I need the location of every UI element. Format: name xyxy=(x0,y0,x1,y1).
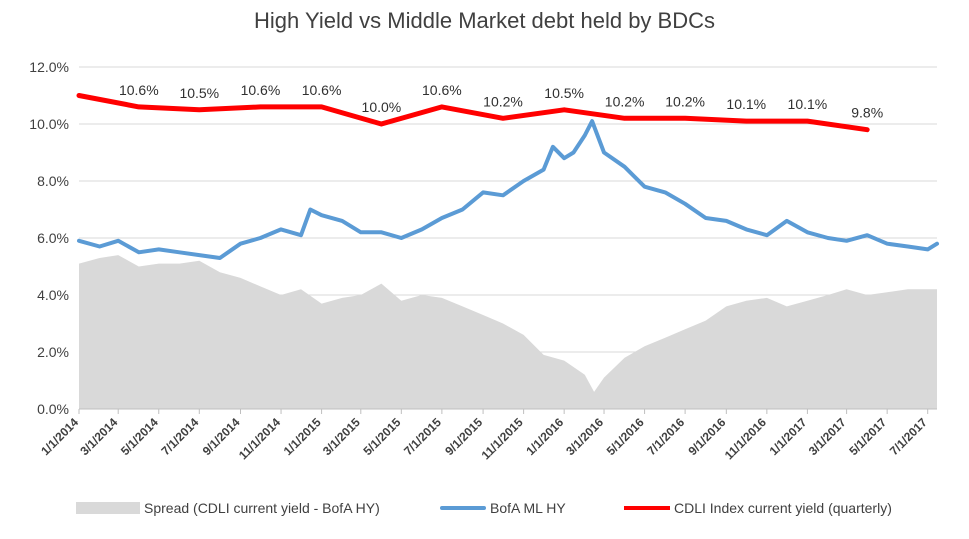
x-tick-label: 1/1/2014 xyxy=(38,415,81,458)
legend-swatch-cdli xyxy=(624,506,670,510)
series-line-layer xyxy=(76,93,939,260)
series-line-bofa xyxy=(77,119,939,260)
x-tick-label: 1/1/2016 xyxy=(523,415,566,458)
cdli-data-label: 10.6% xyxy=(422,82,462,98)
legend-item-bofa: BofA ML HY xyxy=(440,500,566,516)
cdli-data-label: 10.0% xyxy=(362,99,402,115)
spread-area-layer xyxy=(79,255,937,409)
y-tick-label: 6.0% xyxy=(37,230,69,246)
legend-item-spread: Spread (CDLI current yield - BofA HY) xyxy=(76,500,380,516)
chart-legend: Spread (CDLI current yield - BofA HY) Bo… xyxy=(0,500,969,522)
series-area-spread xyxy=(79,255,937,409)
legend-label-bofa: BofA ML HY xyxy=(490,500,566,516)
cdli-data-label: 10.6% xyxy=(302,82,342,98)
x-tick-label: 5/1/2016 xyxy=(604,415,647,458)
legend-swatch-spread xyxy=(76,502,140,514)
x-tick-label: 7/1/2016 xyxy=(644,415,687,458)
x-tick-label: 11/1/2016 xyxy=(722,415,769,462)
cdli-data-label: 9.8% xyxy=(851,105,883,121)
cdli-data-label: 10.2% xyxy=(483,93,523,109)
x-tick-label: 11/1/2014 xyxy=(236,415,283,462)
cdli-data-label: 10.2% xyxy=(665,93,705,109)
cdli-data-label: 10.1% xyxy=(788,96,828,112)
legend-swatch-bofa xyxy=(440,506,486,510)
x-tick-label: 7/1/2017 xyxy=(887,415,930,458)
cdli-data-label: 10.6% xyxy=(119,82,159,98)
data-label-layer: 10.6% 10.5% 10.6% 10.6% 10.0% 10.6% 10.2% 10.5%… xyxy=(119,82,883,121)
x-tick-label: 11/1/2015 xyxy=(479,415,526,462)
y-tick-label: 10.0% xyxy=(29,116,69,132)
cdli-data-label: 10.1% xyxy=(726,96,766,112)
y-tick-label: 8.0% xyxy=(37,173,69,189)
x-tick-label: 3/1/2017 xyxy=(806,415,849,458)
cdli-data-label: 10.5% xyxy=(179,85,219,101)
y-tick-label: 0.0% xyxy=(37,401,69,417)
x-tick-label: 5/1/2017 xyxy=(846,415,889,458)
cdli-data-label: 10.5% xyxy=(544,85,584,101)
x-tick-label: 3/1/2016 xyxy=(563,415,606,458)
legend-label-cdli: CDLI Index current yield (quarterly) xyxy=(674,500,892,516)
x-tick-label: 1/1/2017 xyxy=(767,415,810,458)
cdli-data-label: 10.2% xyxy=(605,93,645,109)
x-tick-label: 1/1/2015 xyxy=(281,415,324,458)
x-tick-label: 3/1/2014 xyxy=(77,415,120,458)
legend-item-cdli: CDLI Index current yield (quarterly) xyxy=(624,500,892,516)
y-tick-label: 2.0% xyxy=(37,344,69,360)
y-tick-label: 12.0% xyxy=(29,59,69,75)
x-tick-label: 5/1/2015 xyxy=(361,415,404,458)
x-tick-label: 5/1/2014 xyxy=(118,415,161,458)
x-tick-label: 7/1/2014 xyxy=(158,415,201,458)
cdli-data-label: 10.6% xyxy=(241,82,281,98)
x-tick-label: 3/1/2015 xyxy=(320,415,363,458)
chart-title: High Yield vs Middle Market debt held by… xyxy=(254,8,715,33)
y-tick-label: 4.0% xyxy=(37,287,69,303)
x-tick-label: 7/1/2015 xyxy=(401,415,444,458)
legend-label-spread: Spread (CDLI current yield - BofA HY) xyxy=(144,500,380,516)
series-line-cdli xyxy=(76,93,870,133)
